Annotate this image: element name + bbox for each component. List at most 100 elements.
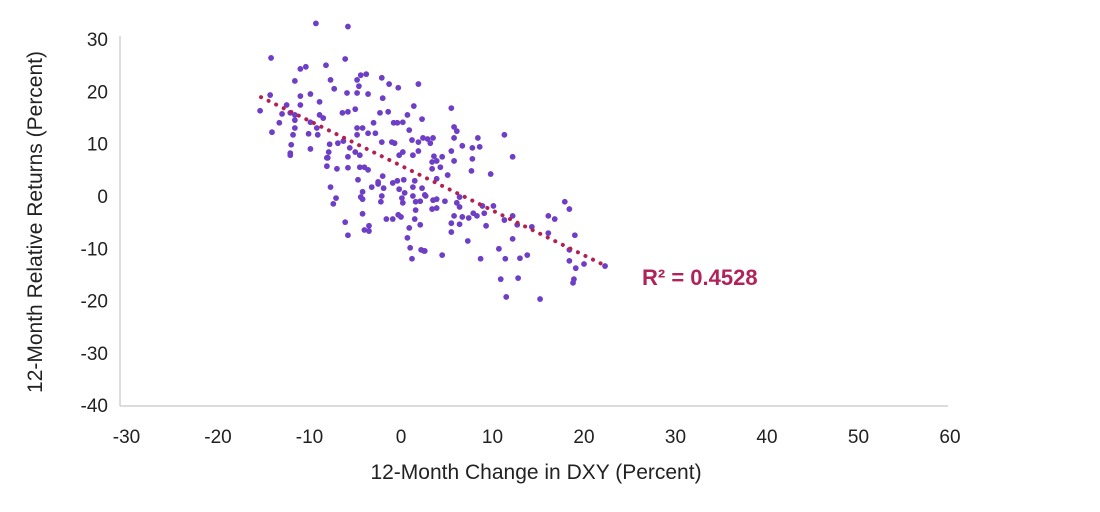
data-point <box>327 184 334 191</box>
trendline-path <box>259 95 608 268</box>
data-point <box>313 20 319 27</box>
data-point <box>444 172 451 178</box>
data-point <box>344 90 350 96</box>
data-point <box>490 203 497 209</box>
data-point <box>313 125 320 131</box>
data-point <box>459 142 466 149</box>
data-point <box>345 232 351 239</box>
data-point <box>570 279 576 286</box>
data-point <box>334 165 340 172</box>
data-point <box>453 199 460 206</box>
data-point <box>427 140 434 147</box>
y-tick-label: 20 <box>87 82 108 103</box>
data-point <box>415 81 422 87</box>
x-tick-label: 0 <box>396 427 407 448</box>
data-point <box>509 212 516 219</box>
data-point <box>325 149 332 155</box>
data-point <box>257 107 263 114</box>
data-point <box>331 85 338 92</box>
data-point <box>421 192 428 198</box>
data-point <box>509 235 516 242</box>
data-point <box>267 92 274 98</box>
data-point <box>326 141 333 148</box>
data-point <box>398 214 404 220</box>
data-point <box>448 229 455 235</box>
y-tick-label: 0 <box>97 187 108 208</box>
data-point <box>375 178 382 185</box>
data-point <box>269 129 275 136</box>
data-point <box>417 221 424 228</box>
data-point <box>291 125 298 131</box>
data-point <box>302 63 309 70</box>
data-point <box>566 257 573 264</box>
data-point <box>468 167 475 174</box>
data-point <box>372 130 379 137</box>
y-tick-label: -20 <box>81 292 108 313</box>
data-point <box>399 119 406 126</box>
data-point <box>305 130 312 137</box>
x-tick-labels: -30 -20 -10 0 10 20 30 40 50 60 <box>113 427 961 448</box>
data-point <box>545 212 552 219</box>
y-tick-label: 30 <box>87 30 108 51</box>
data-point <box>345 23 351 30</box>
data-point <box>339 109 346 116</box>
data-point <box>470 210 477 217</box>
data-point <box>357 72 364 79</box>
y-tick-label: -40 <box>81 396 108 417</box>
data-point <box>474 135 481 141</box>
data-point <box>451 158 457 164</box>
data-point <box>501 131 508 138</box>
x-tick-label: -10 <box>296 427 323 448</box>
data-point <box>345 164 351 171</box>
data-point <box>354 90 360 96</box>
data-point <box>448 220 455 227</box>
data-point <box>411 216 418 222</box>
data-point <box>456 204 463 210</box>
data-point <box>365 91 371 97</box>
data-point <box>359 125 366 131</box>
data-point <box>561 198 568 205</box>
data-point <box>433 196 440 203</box>
data-point <box>323 163 330 170</box>
data-point <box>515 275 522 282</box>
data-point <box>430 135 436 141</box>
data-point <box>396 186 403 193</box>
data-point <box>417 198 424 205</box>
data-point <box>391 140 398 147</box>
data-point <box>487 171 494 177</box>
x-tick-label: 40 <box>756 427 777 448</box>
data-point <box>356 164 363 171</box>
data-point <box>352 106 359 113</box>
data-point <box>385 108 392 115</box>
data-point <box>464 238 471 244</box>
data-point <box>378 193 385 199</box>
data-point <box>419 116 425 123</box>
r-squared-label: R² = 0.4528 <box>642 265 758 290</box>
data-point <box>412 198 419 205</box>
data-point <box>481 210 488 217</box>
y-tick-label: 10 <box>87 135 108 156</box>
data-point <box>366 228 372 234</box>
data-point <box>380 185 387 192</box>
data-point <box>359 196 366 203</box>
data-point <box>346 144 353 151</box>
data-point <box>354 125 360 131</box>
data-point <box>356 152 363 159</box>
data-point <box>334 140 341 147</box>
data-point <box>283 102 290 108</box>
data-point <box>448 148 455 154</box>
data-point <box>412 207 419 214</box>
data-point <box>477 255 484 262</box>
data-point <box>433 205 440 211</box>
data-point <box>354 131 360 138</box>
x-tick-label: -20 <box>204 427 231 448</box>
data-point <box>459 214 466 220</box>
data-point <box>307 146 314 152</box>
data-point <box>378 139 385 146</box>
data-point <box>420 135 426 141</box>
data-point <box>290 131 296 138</box>
data-point <box>415 139 422 146</box>
data-point <box>394 177 401 184</box>
data-point <box>456 221 463 228</box>
